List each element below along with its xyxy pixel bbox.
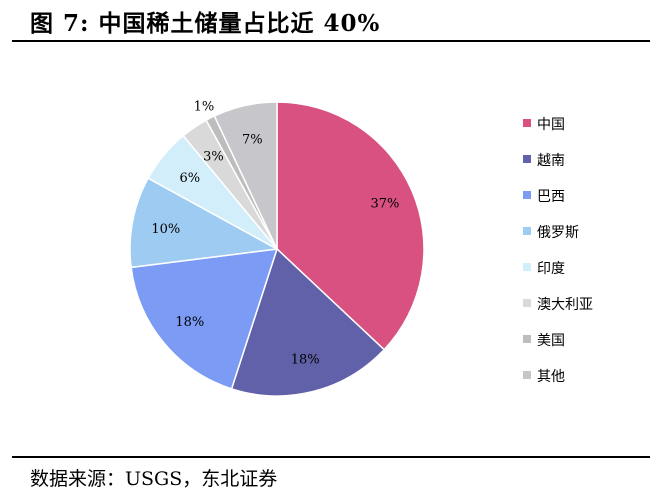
figure-title: 图 7: 中国稀土储量占比近 40% [30, 10, 381, 37]
legend-label-6: 澳大利亚 [537, 297, 593, 313]
legend-swatch-2 [523, 155, 531, 163]
pie-slice-1 [276, 101, 425, 351]
legend-swatch-6 [523, 299, 531, 307]
slice-label-7: 1% [194, 100, 215, 115]
slice-label-4: 10% [151, 222, 180, 237]
legend-swatch-1 [523, 119, 531, 127]
legend-swatch-8 [523, 371, 531, 379]
pie-slice-3 [130, 248, 279, 390]
source-note: 数据来源：USGS，东北证券 [30, 468, 278, 490]
slice-label-5: 6% [179, 171, 200, 186]
slice-label-6: 3% [203, 149, 224, 164]
slice-label-8: 7% [242, 133, 263, 148]
legend-label-2: 越南 [537, 153, 565, 169]
legend-swatch-3 [523, 191, 531, 199]
legend-label-8: 其他 [537, 369, 565, 385]
pie-slice-8 [213, 101, 278, 250]
pie-slice-2 [230, 247, 386, 397]
legend-swatch-4 [523, 227, 531, 235]
legend-label-4: 俄罗斯 [537, 225, 579, 241]
source-rule [12, 456, 650, 458]
legend-label-7: 美国 [537, 333, 565, 349]
slice-label-3: 18% [175, 315, 204, 330]
title-rule [12, 40, 650, 42]
slice-label-1: 37% [370, 196, 399, 211]
legend-label-3: 巴西 [537, 189, 565, 205]
legend-label-5: 印度 [537, 261, 565, 277]
pie-slice-4 [129, 177, 280, 269]
slice-label-2: 18% [291, 353, 320, 368]
legend-swatch-5 [523, 263, 531, 271]
legend-label-1: 中国 [537, 117, 565, 133]
legend-swatch-7 [523, 335, 531, 343]
